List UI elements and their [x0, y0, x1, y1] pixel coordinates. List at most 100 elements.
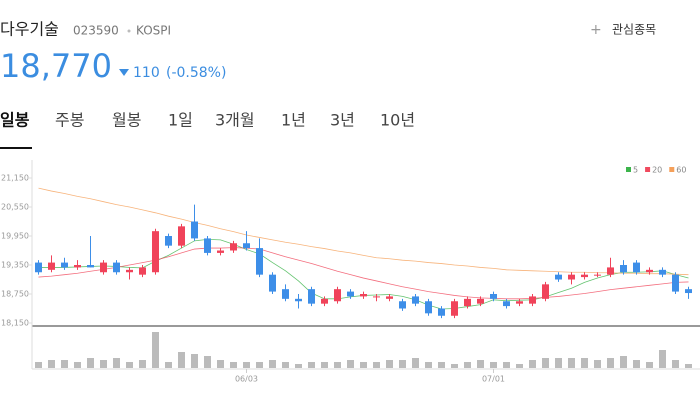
candle-body [35, 262, 42, 273]
candle-body [165, 236, 172, 246]
candle-body [438, 308, 445, 316]
candle-body [386, 296, 393, 299]
tab[interactable]: 1일 [168, 111, 193, 130]
volume-bar [633, 360, 640, 368]
candle-body [178, 226, 185, 246]
volume-bar [139, 360, 146, 368]
volume-bar [542, 358, 549, 368]
y-tick-label: 18,750 [1, 290, 29, 299]
down-arrow [119, 69, 129, 76]
volume-bar [620, 356, 627, 368]
volume-bar [243, 362, 250, 368]
candle-body [295, 298, 302, 302]
candle-body [503, 301, 510, 307]
volume-bar [399, 360, 406, 368]
volume-bar [256, 362, 263, 368]
candle-body [516, 301, 523, 304]
volume-bar [100, 360, 107, 368]
tab[interactable]: 1년 [281, 111, 306, 130]
candle-body [100, 262, 107, 273]
candle-body [217, 250, 224, 253]
y-tick-label: 18,150 [1, 319, 29, 328]
y-tick-label: 21,150 [1, 174, 29, 183]
volume-bar [126, 362, 133, 368]
watchlist-button[interactable]: 관심종목 [612, 23, 656, 37]
ma-line [38, 187, 689, 276]
candle-body [152, 231, 159, 273]
candle-body [581, 274, 588, 278]
volume-bar [74, 362, 81, 368]
volume-bar [503, 362, 510, 368]
candle-body [542, 284, 549, 299]
volume-bar [113, 358, 120, 368]
candle-body [464, 298, 471, 307]
candle-body [321, 298, 328, 304]
legend-label: 5 [633, 166, 638, 175]
volume-bar [360, 362, 367, 368]
volume-bar [269, 360, 276, 368]
y-tick-label: 19,950 [1, 232, 29, 241]
tab[interactable]: 3개월 [215, 111, 255, 130]
candle-body [308, 289, 315, 304]
tab[interactable]: 월봉 [112, 111, 141, 130]
volume-bar [178, 352, 185, 368]
legend-swatch [669, 167, 675, 172]
candle-body [594, 274, 601, 276]
tab[interactable]: 주봉 [55, 111, 84, 130]
tab[interactable]: 10년 [380, 111, 415, 130]
candle-body [61, 262, 68, 268]
candle-body [256, 248, 263, 275]
legend-swatch [645, 167, 651, 172]
candle-body [555, 274, 562, 280]
candle-body [126, 269, 133, 273]
candle-body [477, 298, 484, 304]
candle-body [230, 243, 237, 251]
volume-bar [659, 350, 666, 368]
tabs: 일봉 주봉 월봉 1일 3개월 1년 3년 10년 [0, 111, 415, 130]
plus-icon[interactable]: + [590, 22, 602, 38]
tab[interactable]: 3년 [330, 111, 355, 130]
volume-bar [152, 332, 159, 368]
volume-bar [607, 358, 614, 368]
candle-body [620, 265, 627, 273]
volume-bar [35, 362, 42, 368]
volume-bar [204, 356, 211, 368]
volume-bar [373, 362, 380, 368]
tab[interactable]: 일봉 [0, 111, 30, 130]
candle-body [451, 301, 458, 316]
volume-bar [594, 360, 601, 368]
legend-swatch [626, 167, 631, 172]
volume-bar [555, 358, 562, 368]
candle-body [191, 221, 198, 239]
ma-line [38, 247, 689, 300]
candle-body [490, 294, 497, 299]
volume-bar [477, 360, 484, 368]
stock-name: 다우기술 [0, 20, 59, 39]
volume-bar [646, 362, 653, 368]
candle-body [113, 262, 120, 273]
volume-bar [451, 364, 458, 368]
candle-body [243, 243, 250, 249]
volume-bar [412, 358, 419, 368]
candle-body [529, 296, 536, 304]
x-tick-label: 06/03 [235, 375, 258, 384]
volume-bar [425, 362, 432, 368]
candle-body [646, 269, 653, 273]
candle-body [347, 291, 354, 297]
market: KOSPI [136, 24, 171, 38]
candle-body [425, 301, 432, 314]
volume-bar [87, 358, 94, 368]
volume-bar [282, 362, 289, 368]
candle-body [360, 294, 367, 297]
candle-body [48, 262, 55, 270]
volume-bar [685, 364, 692, 368]
volume-bar [165, 362, 172, 368]
y-tick-label: 19,350 [1, 261, 29, 270]
candle-body [269, 274, 276, 292]
candle-body [568, 274, 575, 280]
candle-body [204, 238, 211, 253]
candle-body [412, 296, 419, 304]
volume-bar [529, 360, 536, 368]
